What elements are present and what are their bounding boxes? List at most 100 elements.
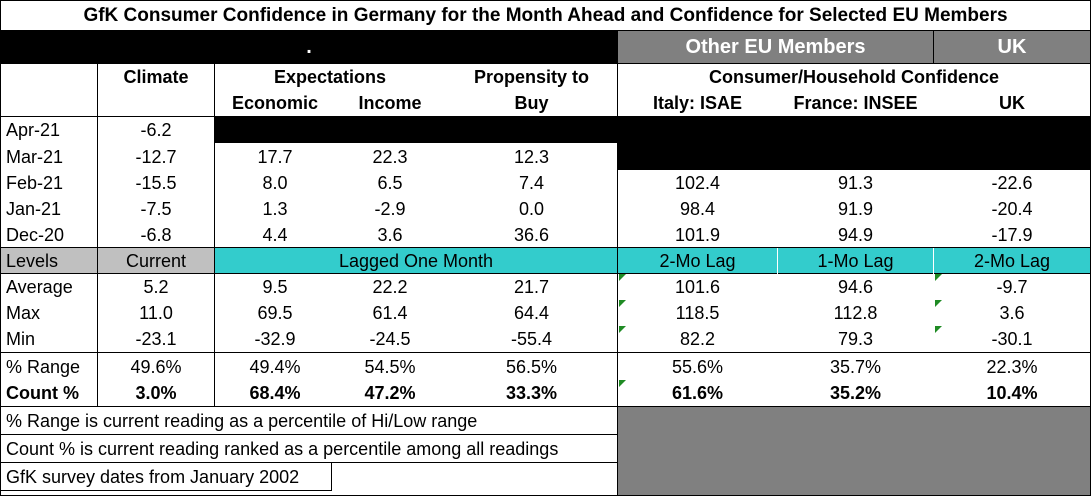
count-label: Count % bbox=[6, 383, 79, 403]
grid-line bbox=[1, 116, 1090, 117]
france-count: 35.2% bbox=[829, 383, 882, 403]
climate-cell: 11.0 bbox=[139, 303, 173, 323]
buy-cell: 12.3 bbox=[513, 146, 550, 167]
unavailable-block-apr bbox=[215, 117, 1090, 143]
france-lag-label: 1-Mo Lag bbox=[778, 248, 933, 274]
economic-cell: -32.9 bbox=[254, 329, 296, 349]
grid-line bbox=[933, 248, 934, 274]
cell-marker-icon bbox=[935, 300, 942, 307]
uk-cell: -30.1 bbox=[991, 329, 1033, 349]
range-label: % Range bbox=[6, 357, 81, 377]
row-label: Average bbox=[6, 277, 73, 297]
france-header: France: INSEE bbox=[793, 93, 918, 113]
italy-range: 55.6% bbox=[671, 357, 724, 377]
grid-line bbox=[1, 273, 1090, 274]
unavailable-block-mar bbox=[618, 143, 1090, 170]
buy-cell: 64.4 bbox=[513, 303, 550, 323]
france-cell: 79.3 bbox=[837, 329, 874, 349]
grid-line bbox=[617, 30, 618, 495]
economic-cell: 9.5 bbox=[262, 277, 288, 297]
economic-count: 68.4% bbox=[249, 383, 301, 403]
climate-cell: -6.2 bbox=[140, 120, 172, 140]
cell-marker-icon bbox=[619, 326, 626, 333]
france-cell: 94.6 bbox=[837, 277, 874, 297]
uk-cell: -20.4 bbox=[991, 199, 1033, 219]
income-cell: 61.4 bbox=[372, 303, 408, 323]
economic-range: 49.4% bbox=[249, 357, 301, 377]
climate-count: 3.0% bbox=[135, 383, 177, 403]
italy-header: Italy: ISAE bbox=[652, 93, 743, 113]
income-cell: 6.5 bbox=[377, 173, 403, 193]
grid-line bbox=[214, 63, 215, 406]
uk-lag-label: 2-Mo Lag bbox=[934, 248, 1090, 274]
climate-range: 49.6% bbox=[130, 357, 182, 377]
buy-cell: 0.0 bbox=[518, 199, 545, 219]
grid-line bbox=[777, 248, 778, 274]
italy-lag-label: 2-Mo Lag bbox=[618, 248, 777, 274]
row-label: Mar-21 bbox=[6, 146, 64, 167]
grid-line bbox=[1, 406, 1090, 407]
cell-marker-icon bbox=[619, 380, 626, 387]
income-range: 54.5% bbox=[364, 357, 416, 377]
row-label: Jan-21 bbox=[6, 199, 62, 219]
grid-line bbox=[1, 30, 1090, 31]
economic-cell: 17.7 bbox=[257, 146, 293, 167]
propensity-header: Propensity to bbox=[473, 67, 589, 87]
grid-line bbox=[1, 352, 1090, 353]
buy-range: 56.5% bbox=[505, 357, 558, 377]
grid-line bbox=[1, 247, 1090, 248]
climate-cell: -12.7 bbox=[135, 146, 177, 167]
buy-count: 33.3% bbox=[505, 383, 558, 403]
income-count: 47.2% bbox=[364, 383, 416, 403]
climate-cell: -7.5 bbox=[140, 199, 172, 219]
uk-cell: -9.7 bbox=[996, 277, 1028, 297]
france-cell: 112.8 bbox=[833, 303, 878, 323]
row-label: Feb-21 bbox=[6, 173, 64, 193]
income-cell: 22.3 bbox=[372, 146, 408, 167]
note-count: Count % is current reading ranked as a p… bbox=[6, 439, 559, 459]
table-title: GfK Consumer Confidence in Germany for t… bbox=[83, 5, 1008, 26]
uk-cell: 3.6 bbox=[999, 303, 1025, 323]
income-cell: 3.6 bbox=[377, 225, 403, 245]
grid-line bbox=[933, 30, 934, 63]
uk-cell: -22.6 bbox=[991, 173, 1033, 193]
row-label: Dec-20 bbox=[6, 225, 65, 245]
current-label: Current bbox=[98, 248, 214, 274]
italy-count: 61.6% bbox=[671, 383, 724, 403]
economic-cell: 8.0 bbox=[262, 173, 288, 193]
uk-count: 10.4% bbox=[986, 383, 1038, 403]
lagged-one-month-label: Lagged One Month bbox=[215, 248, 617, 274]
consumer-household-header: Consumer/Household Confidence bbox=[708, 67, 1000, 87]
italy-cell: 101.6 bbox=[674, 277, 721, 297]
italy-cell: 101.9 bbox=[674, 225, 721, 245]
row-label: Apr-21 bbox=[6, 120, 61, 140]
income-header: Income bbox=[358, 93, 422, 113]
uk-range: 22.3% bbox=[986, 357, 1038, 377]
italy-cell: 102.4 bbox=[674, 173, 721, 193]
expectations-header: Expectations bbox=[273, 67, 387, 87]
income-cell: 22.2 bbox=[372, 277, 408, 297]
grid-line bbox=[1, 490, 331, 491]
cell-marker-icon bbox=[935, 326, 942, 333]
buy-cell: 36.6 bbox=[513, 225, 550, 245]
economic-cell: 69.5 bbox=[257, 303, 293, 323]
buy-header: Buy bbox=[514, 93, 549, 113]
climate-cell: 5.2 bbox=[143, 277, 169, 297]
uk-cell: -17.9 bbox=[991, 225, 1033, 245]
note-range: % Range is current reading as a percenti… bbox=[6, 411, 478, 431]
income-cell: -24.5 bbox=[369, 329, 411, 349]
black-header-band: . bbox=[1, 31, 617, 63]
row-label: Min bbox=[6, 329, 36, 349]
cell-marker-icon bbox=[619, 274, 626, 281]
grid-line bbox=[1, 462, 617, 463]
economic-cell: 4.4 bbox=[262, 225, 288, 245]
climate-cell: -15.5 bbox=[135, 173, 177, 193]
climate-cell: -6.8 bbox=[140, 225, 172, 245]
row-label: Max bbox=[6, 303, 41, 323]
france-cell: 91.3 bbox=[837, 173, 874, 193]
income-cell: -2.9 bbox=[374, 199, 406, 219]
italy-cell: 82.2 bbox=[679, 329, 716, 349]
economic-header: Economic bbox=[231, 93, 319, 113]
grid-line bbox=[97, 63, 98, 406]
